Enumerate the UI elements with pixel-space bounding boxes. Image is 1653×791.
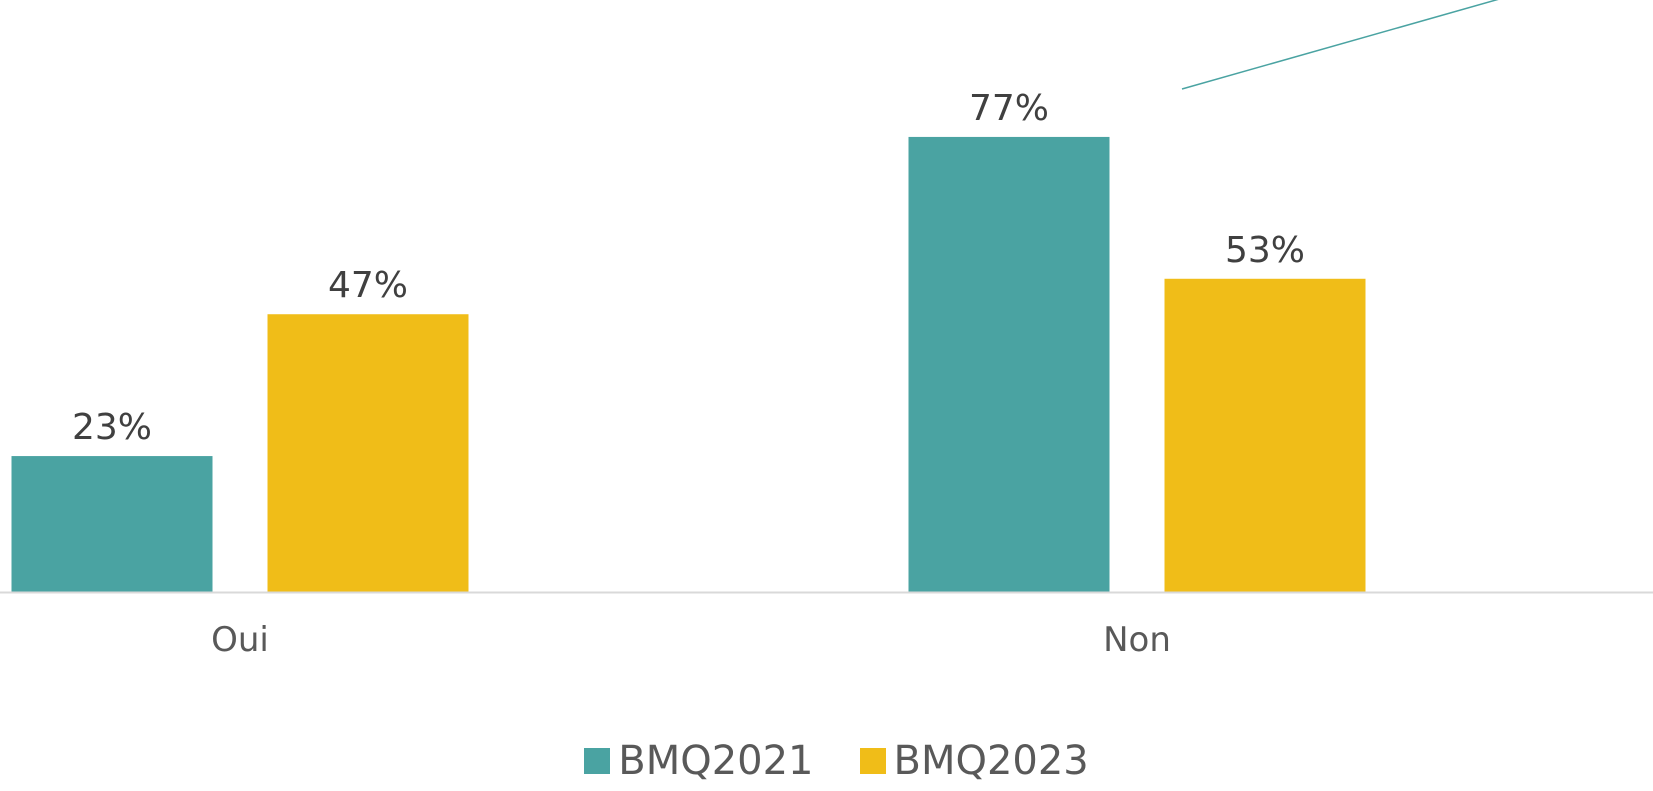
bars-group [11, 136, 1366, 592]
bar-bmq2023-oui[interactable] [267, 314, 469, 592]
value-labels-group: 23% 47% 77% 53% [72, 88, 1305, 448]
category-labels-group: Oui Non [211, 620, 1171, 660]
category-label-oui: Oui [211, 620, 269, 660]
bar-chart: 23% 47% 77% 53% Oui Non [0, 0, 1653, 660]
annotation-leader-line [1181, 0, 1499, 90]
value-label-bmq2021-non: 77% [969, 88, 1049, 129]
category-label-non: Non [1103, 620, 1171, 660]
value-label-bmq2023-non: 53% [1225, 230, 1305, 271]
value-label-bmq2021-oui: 23% [72, 407, 152, 448]
bar-bmq2023-non[interactable] [1164, 278, 1366, 592]
bar-bmq2021-non[interactable] [908, 136, 1110, 592]
legend-label-bmq2021: BMQ2021 [618, 738, 814, 784]
legend-label-bmq2023: BMQ2023 [893, 738, 1089, 784]
legend-swatch-bmq2023 [859, 748, 886, 774]
legend-item-bmq2023[interactable]: BMQ2023 [859, 738, 1089, 784]
legend-item-bmq2021[interactable]: BMQ2021 [584, 738, 814, 784]
bar-bmq2021-oui[interactable] [11, 456, 213, 592]
legend: BMQ2021 BMQ2023 [0, 738, 1653, 784]
value-label-bmq2023-oui: 47% [328, 265, 408, 306]
legend-swatch-bmq2021 [584, 748, 611, 774]
